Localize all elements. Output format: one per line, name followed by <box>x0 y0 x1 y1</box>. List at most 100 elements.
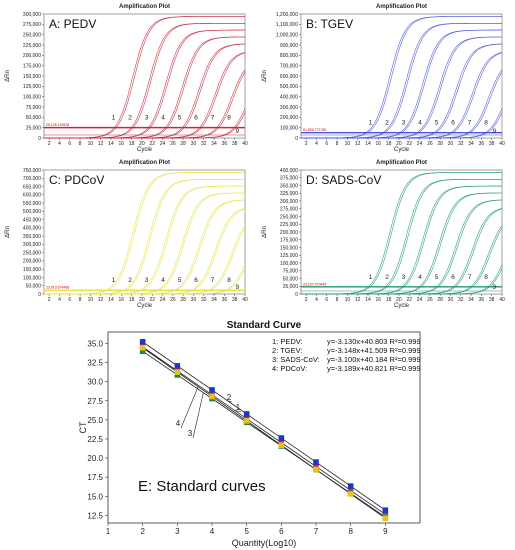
amplification-plot-tgev: Amplification Plot 0 100,000 200,000 300,000… <box>257 0 514 154</box>
x-tick-label: 6 <box>68 141 71 147</box>
data-point <box>174 369 181 375</box>
x-tick-label: 32 <box>458 141 464 147</box>
x-tick-label: 6 <box>279 527 284 536</box>
curve-label: 7 <box>211 115 215 122</box>
amp-curve <box>301 112 503 139</box>
equation-label: 3: SADS-CoV: <box>272 355 320 364</box>
x-tick-label: 2 <box>305 141 308 147</box>
x-tick-label: 18 <box>386 297 392 303</box>
x-tick-label: 4 <box>58 141 61 147</box>
regression-line <box>140 340 388 512</box>
x-tick-label: 2 <box>305 297 308 303</box>
amp-curve <box>44 268 246 295</box>
y-tick-label: 325,000 <box>280 191 298 197</box>
y-tick-label: 125,000 <box>280 253 298 259</box>
y-axis-label: CT <box>78 421 88 433</box>
curve-label: 6 <box>194 277 198 284</box>
y-tick-label: 32.5 <box>87 359 103 368</box>
x-tick-label: 34 <box>211 141 217 147</box>
annotation-leader <box>192 392 204 439</box>
annotation-leader <box>227 400 233 403</box>
x-tick-label: 24 <box>417 297 423 303</box>
curve-label: 8 <box>227 277 231 284</box>
curve-label: 1 <box>369 120 373 127</box>
y-tick-label: 20.0 <box>87 454 103 463</box>
curve-label: 1 <box>112 115 116 122</box>
x-tick-label: 24 <box>160 297 166 303</box>
panel-label: D: SADS-CoV <box>306 173 381 187</box>
x-tick-label: 9 <box>383 527 388 536</box>
y-axis-label: ΔRn <box>262 226 268 238</box>
x-tick-label: 38 <box>232 297 238 303</box>
curve-label: 9 <box>235 284 239 291</box>
x-tick-label: 8 <box>336 297 339 303</box>
threshold-label: 25,105.199439 <box>46 123 69 127</box>
curve-label: 9 <box>492 128 496 135</box>
x-tick-label: 12 <box>355 297 361 303</box>
x-tick-label: 28 <box>437 297 443 303</box>
x-tick-label: 2 <box>140 527 145 536</box>
y-tick-label: 50,000 <box>283 276 299 282</box>
curve-label: 8 <box>484 120 488 127</box>
y-tick-label: 200,000 <box>23 259 41 265</box>
x-tick-label: 6 <box>325 297 328 303</box>
x-tick-label: 38 <box>489 297 495 303</box>
y-tick-label: 300,000 <box>280 199 298 205</box>
y-tick-label: 175,000 <box>23 63 41 69</box>
y-tick-label: 27.5 <box>87 397 103 406</box>
y-tick-label: 900,000 <box>280 43 298 49</box>
x-tick-label: 30 <box>191 141 197 147</box>
curve-label: 4 <box>161 115 165 122</box>
curve-label: 1 <box>369 274 373 281</box>
y-tick-label: 75,000 <box>283 269 299 275</box>
x-tick-label: 14 <box>365 141 371 147</box>
x-tick-label: 8 <box>336 141 339 147</box>
x-tick-label: 38 <box>489 141 495 147</box>
x-tick-label: 36 <box>479 141 485 147</box>
x-tick-label: 24 <box>160 141 166 147</box>
data-point <box>313 459 319 465</box>
y-tick-label: 150,000 <box>280 245 298 251</box>
data-point <box>278 435 285 441</box>
y-tick-label: 12.5 <box>87 511 103 520</box>
panel-label-bg <box>46 172 124 188</box>
y-tick-label: 750,000 <box>23 168 41 174</box>
x-tick-label: 26 <box>170 141 176 147</box>
data-point <box>139 348 146 355</box>
x-tick-label: 26 <box>427 297 433 303</box>
threshold-label: 51,556.771780 <box>303 128 326 132</box>
x-tick-label: 3 <box>175 527 180 536</box>
y-tick-label: 0 <box>295 136 298 142</box>
y-tick-label: 0 <box>295 292 298 298</box>
x-tick-label: 22 <box>406 141 412 147</box>
plot-area <box>43 13 246 139</box>
y-tick-label: 100,000 <box>23 94 41 100</box>
curve-label: 3 <box>145 115 149 122</box>
regression-line <box>140 345 388 516</box>
y-tick-label: 50,000 <box>26 115 42 121</box>
x-axis-label: Cycle <box>394 303 410 309</box>
curve-label: 6 <box>451 274 455 281</box>
x-tick-label: 1 <box>106 527 111 536</box>
x-tick-label: 4 <box>315 297 318 303</box>
curve-label: 1 <box>112 277 116 284</box>
x-tick-label: 4 <box>315 141 318 147</box>
curve-label: 8 <box>227 115 231 122</box>
panel-label-bg <box>303 172 381 188</box>
x-tick-label: 14 <box>108 297 114 303</box>
y-tick-label: 275,000 <box>23 22 41 28</box>
std-curve-svg: Standard Curve12.515.017.520.022.525.027… <box>78 320 421 548</box>
equation-label: 1: PEDV: <box>272 337 303 346</box>
y-tick-label: 250,000 <box>23 250 41 256</box>
x-tick-label: 26 <box>427 141 433 147</box>
data-point <box>382 507 389 513</box>
y-tick-label: 300,000 <box>23 242 41 248</box>
curve-label: 6 <box>194 115 198 122</box>
curve-label: 9 <box>235 128 239 135</box>
x-tick-label: 18 <box>129 141 135 147</box>
curve-label: 5 <box>435 120 439 127</box>
x-tick-label: 8 <box>79 141 82 147</box>
x-tick-label: 6 <box>68 297 71 303</box>
y-tick-label: 600,000 <box>23 193 41 199</box>
data-point <box>243 418 250 424</box>
